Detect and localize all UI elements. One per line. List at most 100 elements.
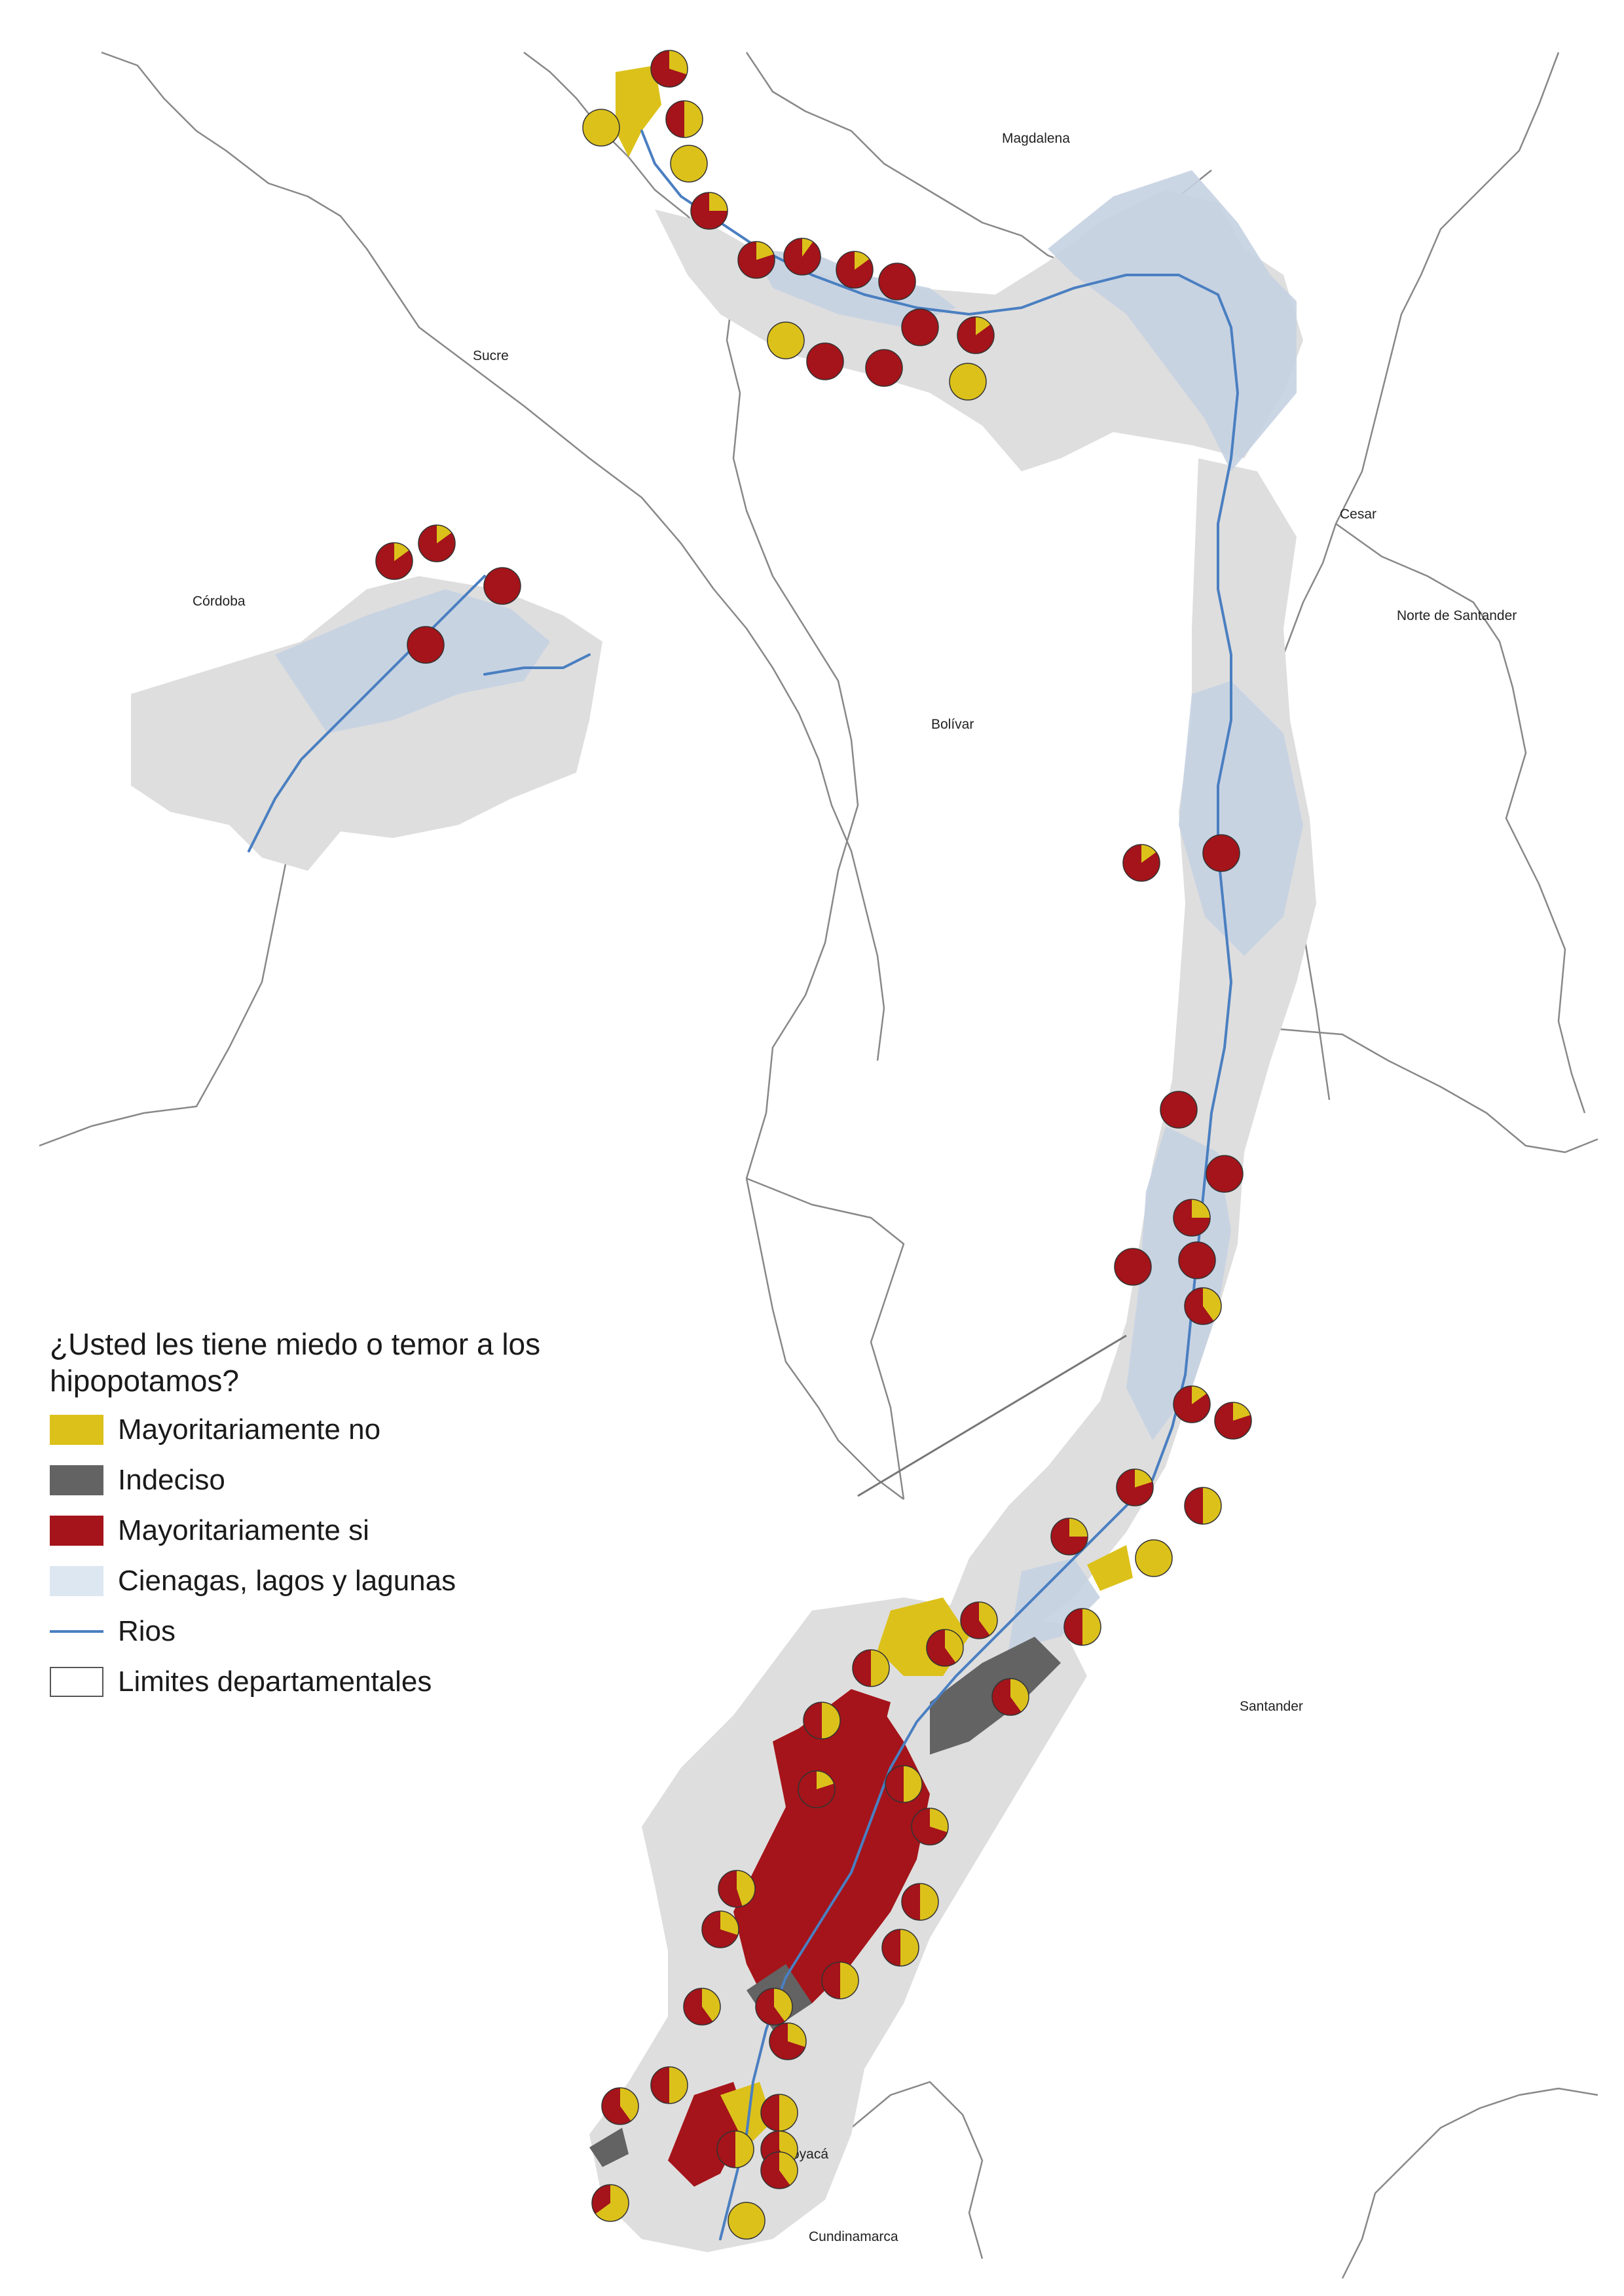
pie-slice-yes [882,1929,900,1966]
pie-marker[interactable] [1206,1155,1244,1193]
pie-marker[interactable] [783,238,821,276]
pie-outline [1063,1608,1101,1646]
pie-marker[interactable] [760,2151,798,2189]
pie-marker[interactable] [960,1601,998,1639]
pie-marker[interactable] [582,109,620,147]
pie-marker[interactable] [483,567,521,605]
pie-slice-yes [1122,845,1160,881]
pie-marker[interactable] [949,363,987,401]
region-no [616,65,661,157]
pie-slice-yes [1064,1609,1082,1645]
pie-marker[interactable] [728,2202,766,2240]
pie-marker[interactable] [716,2130,754,2168]
pie-marker[interactable] [1122,844,1160,882]
river-tributary [640,130,1219,316]
pie-marker[interactable] [601,2087,639,2125]
pie-marker[interactable] [865,349,903,387]
pie-marker[interactable] [885,1765,923,1803]
pie-slice-yes [601,2088,631,2124]
pie-marker[interactable] [407,626,445,664]
pie-marker[interactable] [755,1988,793,2026]
pie-marker[interactable] [852,1649,890,1687]
pie-marker[interactable] [737,241,775,279]
pie-marker[interactable] [901,1883,939,1921]
pie-marker[interactable] [1184,1487,1222,1525]
region-no [720,2082,773,2147]
pie-marker[interactable] [957,316,995,354]
pie-marker[interactable] [683,1988,721,2026]
pie-slice-no [1135,1539,1173,1577]
pie-slice-yes [407,626,445,664]
river-tributary [483,653,591,676]
region-undecided [589,2128,629,2167]
pie-slice-yes [783,238,821,276]
pie-slice-yes [991,1679,1022,1715]
pie-marker[interactable] [1178,1241,1216,1279]
pie-marker[interactable] [665,100,703,138]
pie-marker[interactable] [1173,1199,1211,1237]
pie-marker[interactable] [798,1770,836,1808]
pie-outline [760,2151,798,2189]
pie-slice-yes [760,2152,790,2189]
department-labels: Magdalena Sucre Cesar Córdoba Norte de S… [193,131,1517,2244]
pie-marker[interactable] [701,1910,739,1948]
pie-marker[interactable] [1135,1539,1173,1577]
pie-slice-yes [806,342,844,380]
pie-marker[interactable] [418,524,456,562]
pie-marker[interactable] [718,1870,756,1908]
dept-label-cundinamarca: Cundinamarca [809,2229,898,2244]
pie-outline [783,238,821,276]
pie-marker[interactable] [991,1678,1029,1716]
pie-marker[interactable] [881,1929,919,1967]
pie-slice-yes [926,1630,956,1667]
pie-slice-yes [769,2023,805,2060]
pie-marker[interactable] [803,1702,841,1740]
pie-marker[interactable] [1173,1385,1211,1423]
pie-marker[interactable] [901,308,939,346]
pie-outline [1116,1468,1154,1506]
pie-marker[interactable] [1063,1608,1101,1646]
pie-marker[interactable] [836,251,874,289]
pie-slice-yes [691,192,728,229]
legend-label: Rios [118,1614,176,1647]
pie-marker[interactable] [769,2022,807,2060]
pie-marker[interactable] [878,263,916,301]
legend-item-mayoritariamente-no: Mayoritariamente no [50,1404,547,1455]
pie-marker[interactable] [375,542,413,580]
pie-slice-yes [865,349,903,387]
wetland-area [1008,1558,1100,1650]
pie-marker[interactable] [926,1629,964,1667]
pie-slice-yes [1214,1402,1251,1439]
boundary-line [805,2081,984,2259]
pie-marker[interactable] [821,1961,859,1999]
pie-marker[interactable] [1116,1468,1154,1506]
legend-swatch-river-line [50,1630,103,1633]
pie-slice-yes [1160,1091,1198,1129]
legend-swatch-light-blue [50,1565,103,1596]
pie-marker[interactable] [911,1808,949,1846]
pie-slice-no [728,2202,766,2240]
pie-marker[interactable] [591,2184,629,2222]
pie-marker[interactable] [670,145,708,183]
pie-marker[interactable] [650,2066,688,2104]
pie-marker[interactable] [1214,1402,1252,1440]
pie-marker[interactable] [1114,1248,1152,1286]
pie-outline [755,1988,793,2026]
pie-marker[interactable] [690,192,728,230]
pie-marker[interactable] [760,2094,798,2132]
pie-slice-yes [651,2067,669,2104]
pie-marker[interactable] [1202,834,1240,872]
legend-item-rios: Rios [50,1606,547,1656]
pie-marker[interactable] [767,321,805,359]
pie-slice-yes [650,50,687,87]
pie-marker[interactable] [1160,1091,1198,1129]
pie-marker[interactable] [650,50,688,88]
pie-slice-yes [737,242,775,278]
pie-marker[interactable] [1050,1518,1088,1556]
legend-label: Limites departamentales [118,1665,432,1698]
pie-outline [1173,1199,1211,1237]
pie-marker[interactable] [806,342,844,380]
pie-slice-yes [1051,1518,1088,1555]
pie-marker[interactable] [1184,1287,1222,1325]
